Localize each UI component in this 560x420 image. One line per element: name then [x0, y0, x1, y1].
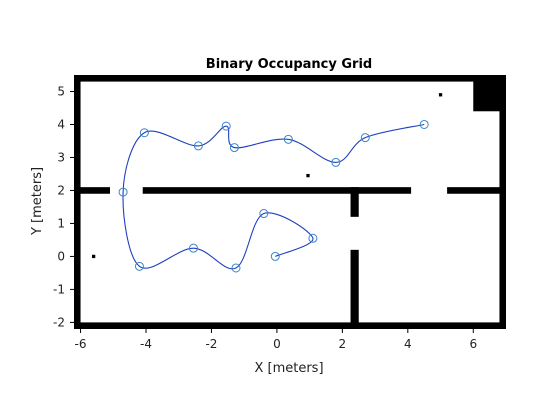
x-tick-label: -4	[140, 337, 152, 351]
y-axis-label: Y [meters]	[30, 167, 45, 236]
waypoint-marker	[229, 143, 239, 153]
waypoint-marker	[419, 119, 429, 129]
occupied-cell	[92, 254, 96, 259]
x-tick-label: -2	[205, 337, 217, 351]
y-tick-label: 1	[57, 216, 65, 230]
occupied-cell	[74, 322, 506, 329]
x-tick-label: -6	[75, 337, 87, 351]
waypoint-marker	[193, 141, 203, 151]
occupied-cell	[438, 93, 443, 97]
occupied-cell	[350, 249, 359, 329]
waypoint-marker	[188, 243, 198, 253]
y-tick-label: 2	[57, 183, 65, 197]
waypoint-marker	[283, 134, 293, 144]
waypoint-marker	[308, 233, 318, 243]
waypoint-marker	[331, 157, 341, 167]
path-line	[122, 123, 425, 270]
waypoint-marker	[139, 128, 149, 138]
x-axis-label: X [meters]	[254, 361, 323, 376]
x-tick-label: 4	[404, 337, 412, 351]
y-tick-label: 4	[57, 117, 65, 131]
waypoint-marker	[221, 121, 231, 131]
occupied-cell	[74, 75, 81, 329]
x-tick-label: 6	[469, 337, 477, 351]
y-tick-label: -2	[53, 315, 65, 329]
occupied-cell	[447, 187, 506, 194]
x-tick-label: 0	[273, 337, 281, 351]
waypoint-marker	[231, 263, 241, 273]
occupied-cell	[142, 187, 412, 194]
x-axis: -6 -4 -2 0 2 4 6	[75, 329, 477, 351]
y-axis: -2 -1 0 1 2 3 4 5	[53, 84, 74, 329]
occupied-cell	[499, 75, 506, 329]
occupied-cell	[350, 187, 359, 217]
occupied-cell	[473, 75, 506, 112]
occupied-cell	[74, 187, 110, 194]
waypoint-marker	[270, 251, 280, 261]
occupied-cell	[74, 75, 506, 82]
plot-area	[74, 75, 506, 329]
y-tick-label: -1	[53, 282, 65, 296]
waypoint-marker	[360, 133, 370, 143]
y-tick-label: 5	[57, 84, 65, 98]
waypoint-marker	[259, 209, 269, 219]
waypoint-marker	[118, 187, 128, 197]
x-tick-label: 2	[339, 337, 347, 351]
occupied-cell	[306, 173, 310, 178]
y-tick-label: 3	[57, 150, 65, 164]
free-space	[74, 75, 506, 329]
waypoint-marker	[134, 261, 144, 271]
chart-title: Binary Occupancy Grid	[206, 57, 372, 72]
y-tick-label: 0	[57, 249, 65, 263]
